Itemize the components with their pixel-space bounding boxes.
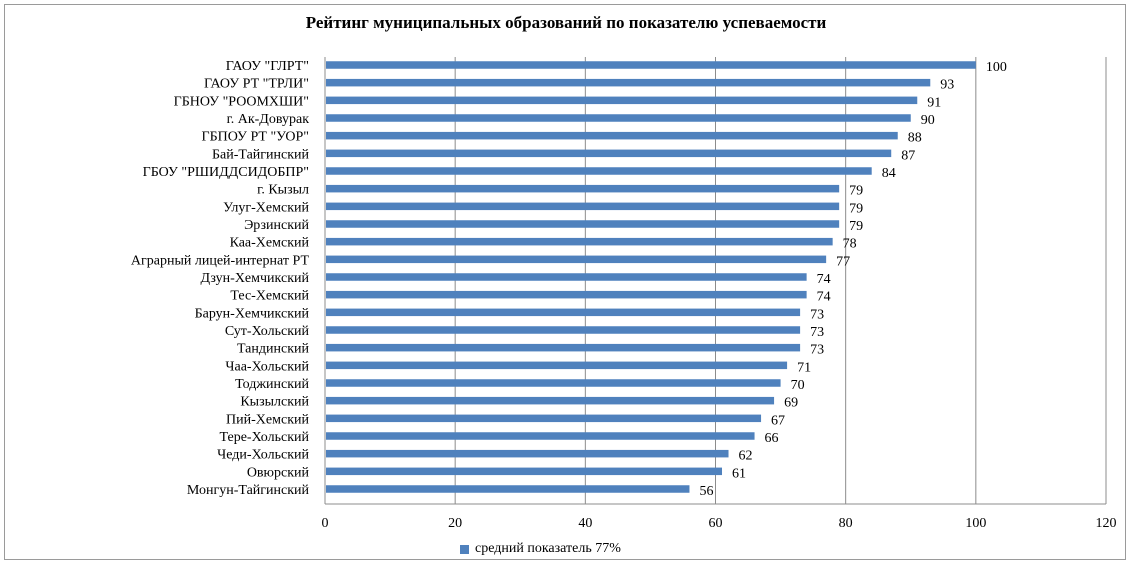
value-label: 56 [699,484,713,499]
bar [326,61,976,69]
bar [326,308,801,317]
bar [326,202,840,211]
category-label: Чаа-Хольский [225,359,309,374]
value-label: 69 [784,396,798,411]
bar [326,220,840,228]
category-label: Улуг-Хемский [223,200,309,215]
legend-swatch [460,544,469,554]
category-label: Дзун-Хемчикский [201,271,310,286]
bar [326,131,898,140]
value-label: 100 [986,60,1007,75]
bar [326,343,801,352]
category-label: Кызылский [240,395,309,410]
category-label: Тере-Хольский [219,430,309,445]
category-label: ГБПОУ РТ "УОР" [201,130,309,145]
bar [326,237,833,246]
x-tick-label: 100 [965,516,986,531]
bar [326,290,807,299]
category-label: Овюрский [247,465,310,480]
chart-title: Рейтинг муниципальных образований по пок… [305,13,827,32]
category-label: Чеди-Хольский [217,448,309,463]
value-label: 77 [836,254,850,269]
bar [326,96,918,105]
category-label: г. Кызыл [257,183,309,198]
value-label: 62 [739,449,753,464]
bar [326,379,781,387]
value-label: 73 [810,343,824,358]
category-label: Каа-Хемский [230,236,310,251]
bar [326,414,762,423]
value-label: 70 [791,378,805,393]
value-label: 71 [797,360,811,375]
legend-label: средний показатель 77% [475,541,621,556]
category-label: ГБНОУ "РООМХШИ" [174,94,309,109]
bar [326,184,840,193]
category-label: Тоджинский [235,377,309,392]
value-label: 87 [901,148,915,163]
category-label: Тес-Хемский [230,289,309,304]
x-tick-label: 60 [709,516,723,531]
value-labels: 100 93 91 90 88 87 84 79 79 79 78 77 74 74 73 73 73 71 70 6… [699,60,1006,499]
category-label: Аграрный лицей-интернат РТ [131,253,310,268]
value-label: 67 [771,413,785,428]
category-labels: ГАОУ "ГЛРТ" ГАОУ РТ "ТРЛИ" ГБНОУ "РООМХШИ"… [131,59,310,498]
legend: средний показатель 77% [460,541,621,557]
bar [326,361,788,370]
category-label: ГАОУ РТ "ТРЛИ" [204,77,309,92]
category-label: Сут-Хольский [225,324,310,339]
value-label: 78 [843,237,857,252]
bar [326,114,911,122]
chart-frame: Рейтинг муниципальных образований по пок… [4,4,1126,560]
bar [326,449,729,458]
value-label: 73 [810,307,824,322]
bar [326,396,775,405]
bars [326,61,976,493]
value-label: 61 [732,466,746,481]
x-tick-label: 120 [1096,516,1117,531]
x-tick-label: 20 [448,516,462,531]
bar [326,432,755,440]
value-label: 88 [908,131,922,146]
value-label: 90 [921,113,935,128]
bar [326,273,807,281]
category-label: Бай-Тайгинский [212,147,310,162]
category-label: Пий-Хемский [226,412,309,427]
bar [326,78,931,87]
x-tick-label: 0 [322,516,329,531]
category-label: Монгун-Тайгинский [187,483,310,498]
bar [326,485,690,493]
value-label: 74 [817,290,831,305]
value-label: 66 [765,431,779,446]
category-label: Барун-Хемчикский [195,306,310,321]
bar [326,149,892,158]
value-label: 73 [810,325,824,340]
value-label: 93 [940,78,954,93]
x-tick-label: 80 [839,516,853,531]
category-label: ГБОУ "РШИДДСИДОБПР" [143,165,309,180]
bar [326,255,827,264]
value-label: 74 [817,272,831,287]
bar [326,167,872,175]
x-tick-label: 40 [578,516,592,531]
value-label: 79 [849,219,863,234]
category-label: ГАОУ "ГЛРТ" [226,59,309,74]
bar [326,326,801,334]
bar-chart: ГАОУ "ГЛРТ" ГАОУ РТ "ТРЛИ" ГБНОУ "РООМХШИ"… [131,57,1117,531]
category-label: г. Ак-Довурак [227,112,310,127]
bar [326,467,723,476]
value-label: 79 [849,201,863,216]
value-label: 84 [882,166,896,181]
value-label: 91 [927,95,941,110]
category-label: Эрзинский [244,218,309,233]
category-label: Тандинский [237,342,310,357]
value-label: 79 [849,184,863,199]
x-axis-ticks: 0 20 40 60 80 100 120 [322,516,1117,531]
